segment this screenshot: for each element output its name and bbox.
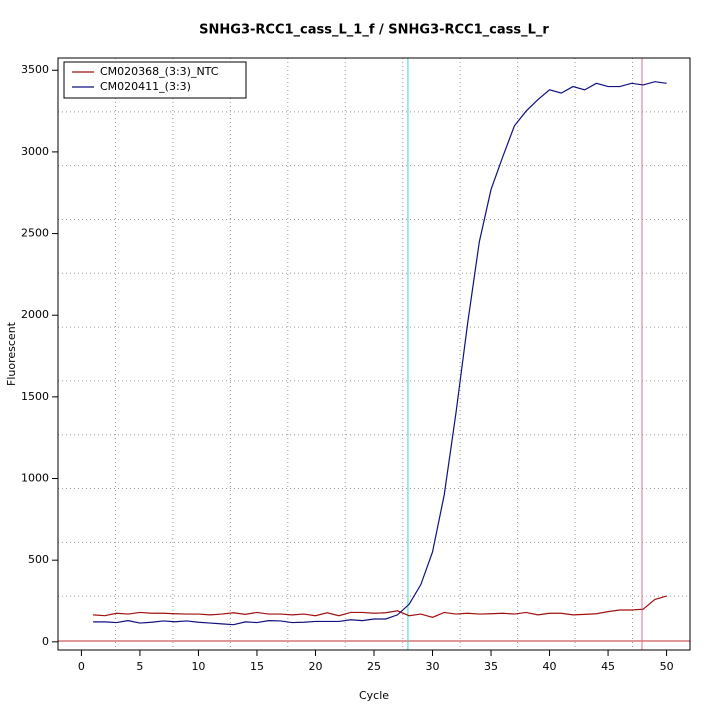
y-tick-label: 3500 — [21, 63, 49, 76]
y-tick-label: 1500 — [21, 390, 49, 403]
x-tick-label: 10 — [191, 660, 205, 673]
y-tick-label: 1000 — [21, 472, 49, 485]
legend-box — [63, 61, 247, 99]
x-tick-label: 15 — [250, 660, 264, 673]
x-tick-label: 50 — [660, 660, 674, 673]
x-tick-label: 20 — [308, 660, 322, 673]
chart-title: SNHG3-RCC1_cass_L_1_f / SNHG3-RCC1_cass_… — [199, 23, 549, 38]
x-tick-label: 40 — [543, 660, 557, 673]
x-tick-label: 30 — [426, 660, 440, 673]
y-tick-label: 3000 — [21, 145, 49, 158]
x-tick-label: 45 — [601, 660, 615, 673]
series-line — [93, 595, 667, 618]
legend-label: CM020411_(3:3) — [100, 80, 191, 93]
x-tick-label: 0 — [78, 660, 85, 673]
y-tick-label: 0 — [42, 635, 49, 648]
plot-frame — [57, 57, 691, 651]
y-tick-label: 500 — [28, 553, 49, 566]
series-line — [93, 81, 667, 626]
y-axis-label: Fluorescent — [5, 321, 18, 386]
x-axis-label: Cycle — [359, 689, 389, 702]
x-tick-label: 25 — [367, 660, 381, 673]
y-tick-label: 2500 — [21, 227, 49, 240]
x-tick-label: 35 — [484, 660, 498, 673]
legend-label: CM020368_(3:3)_NTC — [100, 65, 219, 78]
y-tick-label: 2000 — [21, 308, 49, 321]
x-tick-label: 5 — [136, 660, 143, 673]
